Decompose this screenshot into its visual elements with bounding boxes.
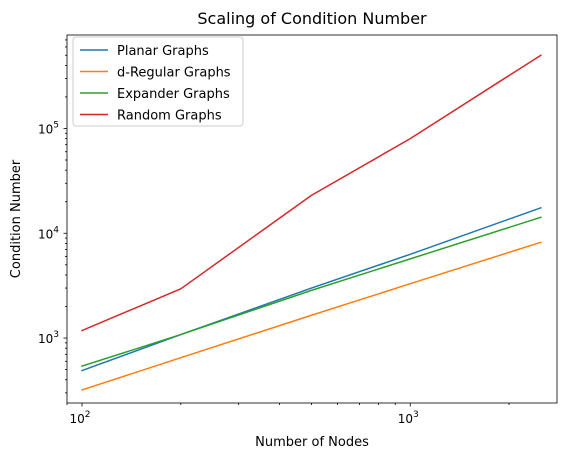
y-axis-label: Condition Number	[9, 159, 24, 278]
series-line-3	[81, 216, 542, 368]
y-axis-ticks: 103 104 105	[38, 39, 67, 394]
y-tick-label: 103	[38, 330, 59, 346]
y-tick-label: 104	[38, 225, 59, 241]
y-tick-label: 105	[38, 120, 59, 136]
series-line-4	[81, 54, 542, 332]
x-tick-label: 103	[398, 410, 419, 426]
plot-frame	[66, 34, 558, 404]
series-line-2	[81, 241, 542, 391]
chart-title: Scaling of Condition Number	[197, 9, 427, 28]
x-axis-label: Number of Nodes	[255, 435, 369, 450]
legend-label-1: Planar Graphs	[117, 44, 209, 59]
legend-label-3: Expander Graphs	[117, 87, 230, 102]
x-axis-ticks: 102 103	[66, 403, 510, 426]
series-line-1	[81, 206, 542, 372]
legend-box	[72, 36, 244, 127]
legend: Planar Graphs d-Regular Graphs Expander Gr…	[72, 36, 244, 127]
legend-label-2: d-Regular Graphs	[117, 66, 231, 81]
plot-lines	[81, 54, 542, 391]
legend-label-4: Random Graphs	[117, 109, 222, 124]
x-tick-label: 102	[70, 410, 91, 426]
